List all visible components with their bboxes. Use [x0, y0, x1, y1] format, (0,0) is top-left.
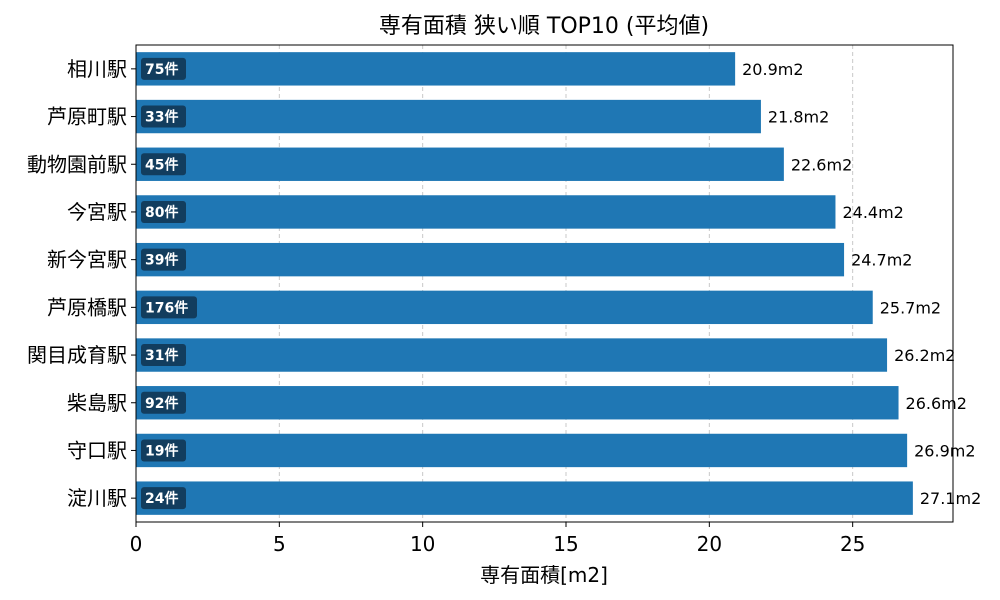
bar — [136, 99, 761, 134]
count-badge — [141, 200, 186, 223]
value-label: 21.8m2 — [768, 108, 829, 127]
y-tick-label: 柴島駅 — [67, 391, 127, 415]
bar — [136, 147, 784, 181]
x-axis-ticks: 0 5 10 15 20 25 — [130, 522, 865, 556]
value-label: 24.7m2 — [851, 251, 912, 270]
count-badge — [141, 296, 197, 319]
bar — [136, 195, 836, 229]
y-tick-label: 守口駅 — [67, 438, 127, 462]
count-label: 39件 — [145, 252, 178, 269]
count-label: 33件 — [145, 109, 178, 126]
chart-title: 専有面積 狭い順 TOP10 (平均値) — [379, 14, 709, 39]
y-tick-label: 動物園前駅 — [27, 152, 127, 176]
count-badge — [141, 487, 186, 510]
value-label: 25.7m2 — [880, 298, 941, 317]
bar — [136, 481, 913, 515]
y-tick-label: 相川駅 — [67, 57, 127, 81]
bar — [136, 52, 736, 86]
y-tick-label: 関目成育駅 — [27, 343, 127, 367]
count-label: 45件 — [145, 156, 178, 173]
value-label: 27.1m2 — [920, 489, 981, 508]
count-label: 24件 — [145, 490, 178, 507]
count-label: 80件 — [145, 204, 178, 221]
count-label: 176件 — [145, 299, 188, 316]
count-badge — [141, 248, 186, 271]
bar — [136, 433, 908, 468]
value-label: 26.2m2 — [894, 346, 955, 365]
x-tick-label: 5 — [273, 532, 286, 556]
value-label: 26.6m2 — [906, 394, 967, 413]
bar — [136, 290, 873, 325]
x-tick-label: 25 — [840, 532, 865, 556]
count-label: 19件 — [145, 442, 178, 459]
count-badge — [141, 105, 186, 128]
x-axis-label: 専有面積[m2] — [480, 563, 608, 587]
count-badge — [141, 153, 186, 176]
value-label: 20.9m2 — [742, 60, 803, 79]
count-label: 92件 — [145, 395, 178, 412]
x-tick-label: 10 — [410, 532, 435, 556]
bar — [136, 386, 899, 420]
x-tick-label: 20 — [697, 532, 722, 556]
count-badge — [141, 344, 186, 367]
count-badge — [141, 57, 186, 80]
bars: 75件 20.9m2 33件 21.8m2 45件 22.6m2 80件 24.4m2 39件 2… — [136, 52, 981, 515]
y-tick-label: 芦原橋駅 — [47, 295, 127, 319]
count-badge — [141, 391, 186, 414]
y-tick-label: 淀川駅 — [67, 486, 127, 510]
bar — [136, 338, 888, 372]
value-label: 26.9m2 — [914, 441, 975, 460]
value-label: 24.4m2 — [842, 203, 903, 222]
plot-frame — [135, 44, 954, 523]
y-tick-label: 芦原町駅 — [47, 105, 127, 129]
x-tick-label: 15 — [553, 532, 578, 556]
count-label: 31件 — [145, 347, 178, 364]
y-tick-label: 今宮駅 — [67, 200, 127, 224]
x-tick-label: 0 — [130, 532, 143, 556]
count-label: 75件 — [145, 61, 178, 78]
y-tick-label: 新今宮駅 — [47, 248, 127, 272]
bar — [136, 242, 845, 277]
count-badge — [141, 439, 186, 462]
value-label: 22.6m2 — [791, 155, 852, 174]
